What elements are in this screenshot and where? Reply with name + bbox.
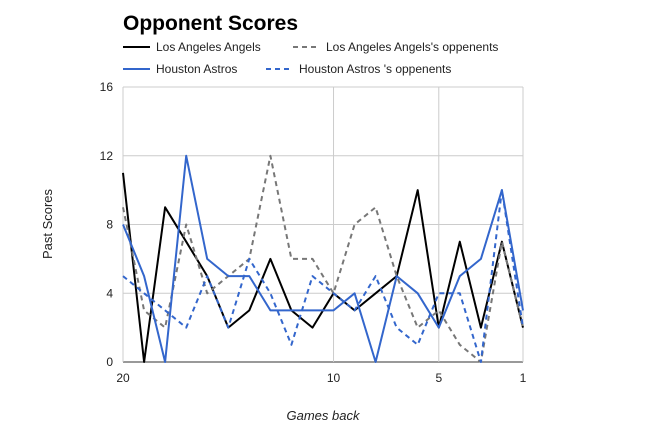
legend-label-3: Houston Astros <box>156 62 237 76</box>
legend-label-2: Los Angeles Angels's oppenents <box>326 40 498 54</box>
chart-title: Opponent Scores <box>123 12 298 35</box>
legend-label-4: Houston Astros 's oppenents <box>299 62 451 76</box>
y-tick-label: 16 <box>100 80 114 94</box>
x-axis-ticks: 20 10 5 1 <box>116 371 526 385</box>
y-tick-label: 4 <box>106 286 113 300</box>
series-lines <box>122 154 524 363</box>
x-axis-label: Games back <box>287 408 361 423</box>
y-tick-label: 8 <box>106 218 113 232</box>
x-tick-label: 1 <box>520 371 527 385</box>
y-tick-label: 12 <box>100 149 114 163</box>
x-tick-label: 5 <box>435 371 442 385</box>
y-axis-label: Past Scores <box>40 188 55 259</box>
series-line-2 <box>122 154 524 363</box>
x-tick-label: 10 <box>327 371 341 385</box>
series-line-1 <box>122 172 524 363</box>
gridlines <box>122 86 524 363</box>
legend: Los Angeles Angels Los Angeles Angels's o… <box>123 40 498 76</box>
x-tick-label: 20 <box>116 371 130 385</box>
y-tick-label: 0 <box>106 355 113 369</box>
series-line-4 <box>122 189 524 363</box>
legend-label-1: Los Angeles Angels <box>156 40 261 54</box>
series-line-3 <box>122 154 524 363</box>
y-axis-ticks: 0 4 8 12 16 <box>100 80 114 369</box>
